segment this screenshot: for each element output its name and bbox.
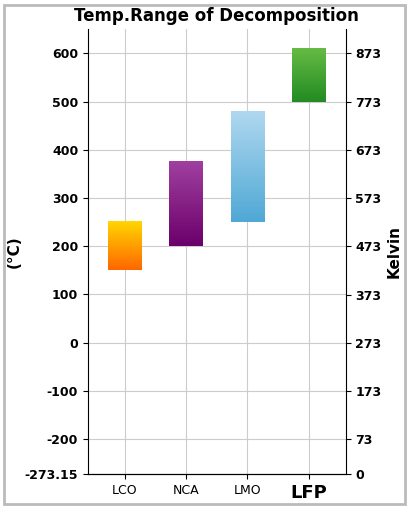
Title: Temp.Range of Decomposition: Temp.Range of Decomposition: [74, 7, 359, 25]
Y-axis label: Kelvin: Kelvin: [387, 225, 402, 278]
Y-axis label: (°C): (°C): [7, 236, 22, 268]
